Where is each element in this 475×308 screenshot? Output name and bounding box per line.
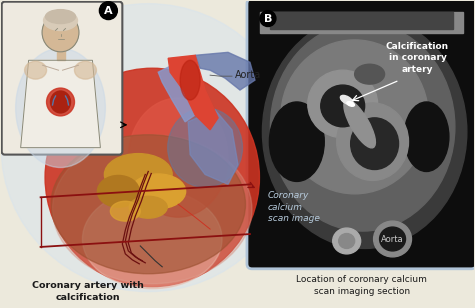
Polygon shape <box>188 110 238 184</box>
Text: B: B <box>264 14 272 24</box>
Ellipse shape <box>46 10 76 23</box>
Ellipse shape <box>374 221 411 257</box>
Ellipse shape <box>83 189 222 289</box>
Ellipse shape <box>1 4 295 292</box>
Ellipse shape <box>337 103 408 180</box>
Ellipse shape <box>308 70 378 138</box>
Ellipse shape <box>344 100 375 148</box>
Ellipse shape <box>355 64 385 84</box>
Ellipse shape <box>51 135 246 274</box>
Text: Aorta: Aorta <box>381 234 404 244</box>
Ellipse shape <box>50 91 70 113</box>
Ellipse shape <box>53 135 252 284</box>
Ellipse shape <box>321 85 365 127</box>
Text: A: A <box>104 6 113 16</box>
Text: Coronary artery with
calcification: Coronary artery with calcification <box>32 281 144 302</box>
Ellipse shape <box>168 108 242 187</box>
Ellipse shape <box>97 176 139 207</box>
Ellipse shape <box>270 22 455 231</box>
Ellipse shape <box>43 14 78 51</box>
Bar <box>260 12 463 34</box>
Ellipse shape <box>281 40 428 194</box>
Ellipse shape <box>180 60 200 100</box>
Text: Aorta: Aorta <box>235 70 261 80</box>
Ellipse shape <box>45 68 259 287</box>
Ellipse shape <box>44 10 77 30</box>
Polygon shape <box>20 60 100 148</box>
Ellipse shape <box>129 196 167 218</box>
Ellipse shape <box>404 102 449 172</box>
Ellipse shape <box>347 102 354 106</box>
Ellipse shape <box>104 154 172 195</box>
Ellipse shape <box>110 201 140 221</box>
Ellipse shape <box>351 118 399 169</box>
Polygon shape <box>158 65 195 122</box>
Ellipse shape <box>262 15 467 249</box>
FancyBboxPatch shape <box>2 2 123 155</box>
Ellipse shape <box>75 61 96 79</box>
FancyBboxPatch shape <box>247 0 475 269</box>
Ellipse shape <box>332 228 361 254</box>
Text: Calcification
in coronary
artery: Calcification in coronary artery <box>386 43 449 74</box>
Bar <box>57 48 65 60</box>
Ellipse shape <box>16 48 105 168</box>
Ellipse shape <box>128 98 228 217</box>
Text: Location of coronary calcium
scan imaging section: Location of coronary calcium scan imagin… <box>296 275 427 296</box>
Ellipse shape <box>341 95 353 105</box>
Polygon shape <box>168 55 218 130</box>
Ellipse shape <box>260 10 276 26</box>
Ellipse shape <box>47 88 75 116</box>
Ellipse shape <box>99 2 117 20</box>
Text: Coronary
calcium
scan image: Coronary calcium scan image <box>268 191 320 223</box>
Ellipse shape <box>131 174 186 209</box>
Polygon shape <box>195 52 255 90</box>
Ellipse shape <box>380 227 406 251</box>
Ellipse shape <box>339 233 355 249</box>
Bar <box>270 12 453 30</box>
Ellipse shape <box>25 61 47 79</box>
Ellipse shape <box>269 102 324 181</box>
